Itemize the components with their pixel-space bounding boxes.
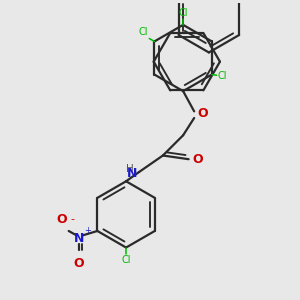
- Text: Cl: Cl: [121, 255, 131, 265]
- Text: O: O: [74, 257, 84, 271]
- Text: N: N: [74, 232, 84, 245]
- Text: Cl: Cl: [178, 8, 188, 18]
- Text: Cl: Cl: [138, 27, 148, 37]
- Text: H: H: [126, 164, 134, 174]
- Text: +: +: [85, 226, 92, 236]
- Text: O: O: [192, 153, 203, 166]
- Text: -: -: [70, 214, 74, 224]
- Text: O: O: [56, 213, 67, 226]
- Text: N: N: [127, 167, 137, 180]
- Text: O: O: [197, 107, 208, 120]
- Text: Cl: Cl: [217, 71, 227, 81]
